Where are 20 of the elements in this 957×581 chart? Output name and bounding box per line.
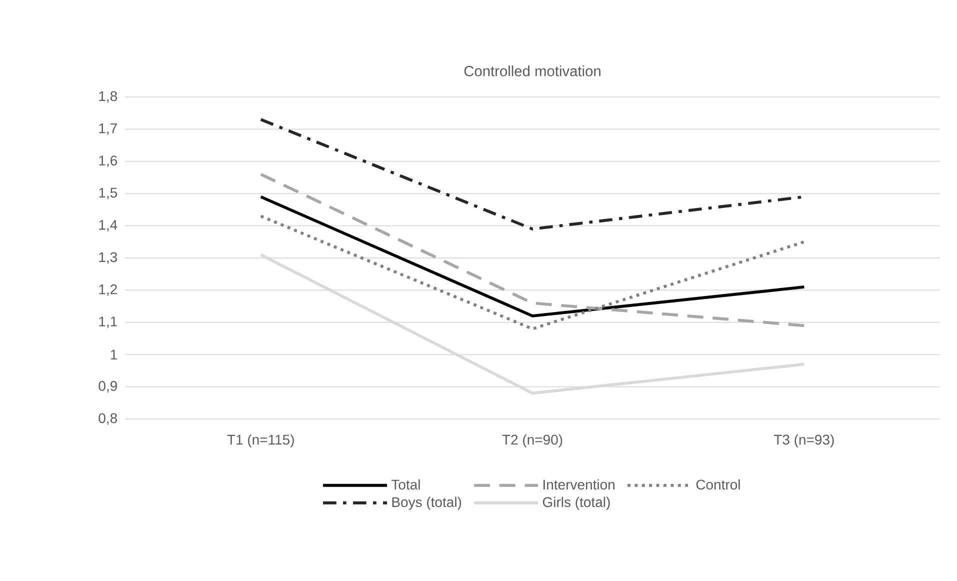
x-tick-label: T2 (n=90)	[502, 434, 562, 448]
y-tick-label: 1,5	[99, 188, 118, 200]
y-tick-label: 1	[110, 350, 117, 360]
y-tick-label: 1,4	[99, 220, 118, 232]
y-tick-label: 1,2	[99, 284, 117, 296]
x-tick-label: T3 (n=93)	[774, 434, 834, 448]
y-tick-label: 1,1	[99, 316, 117, 328]
legend-label: Intervention	[544, 479, 614, 490]
y-tick-label: 1,8	[99, 91, 118, 103]
legend-label: Total	[391, 479, 420, 490]
y-tick-label: 1,6	[99, 156, 118, 168]
y-tick-label: 1,3	[99, 252, 118, 264]
y-tick-label: 1,7	[99, 123, 117, 135]
x-tick-label: T1 (n=115)	[227, 434, 294, 448]
legend-label: Girls (total)	[542, 496, 610, 510]
y-tick-label: 0,9	[98, 381, 117, 393]
chart-title: Controlled motivation	[464, 66, 600, 76]
legend-label: Control	[696, 479, 740, 490]
y-tick-label: 0,8	[98, 413, 118, 425]
legend-label: Boys (total)	[392, 496, 462, 510]
